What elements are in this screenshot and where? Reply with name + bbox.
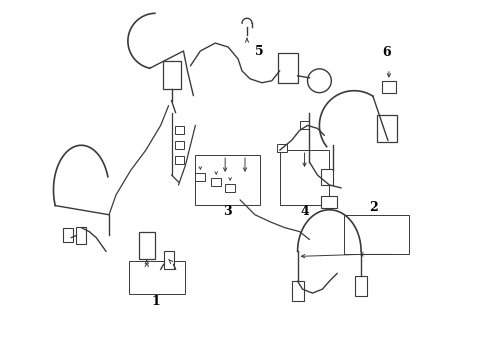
Bar	[129, 261, 185, 294]
Bar	[377, 114, 397, 142]
Bar	[76, 227, 86, 244]
Bar	[174, 156, 184, 164]
Text: 1: 1	[151, 294, 160, 307]
Bar	[292, 281, 303, 301]
Bar	[174, 126, 184, 134]
Bar	[139, 231, 155, 260]
Bar	[299, 121, 310, 129]
Bar	[355, 276, 367, 296]
Bar	[174, 141, 184, 149]
Bar	[225, 184, 235, 192]
Bar	[278, 53, 297, 83]
Text: 6: 6	[383, 46, 391, 59]
Bar	[344, 215, 409, 255]
Bar	[196, 173, 205, 181]
Bar	[382, 81, 396, 93]
Bar	[211, 178, 221, 186]
Bar	[321, 196, 337, 208]
Bar	[280, 150, 329, 205]
Text: 4: 4	[300, 205, 309, 218]
Bar	[164, 251, 173, 269]
Bar	[321, 169, 333, 185]
Text: 3: 3	[223, 205, 231, 218]
Bar	[63, 228, 74, 242]
Bar	[163, 61, 180, 89]
Bar	[277, 144, 287, 152]
Bar	[196, 155, 260, 205]
Text: 2: 2	[369, 201, 378, 214]
Text: 5: 5	[255, 45, 264, 58]
